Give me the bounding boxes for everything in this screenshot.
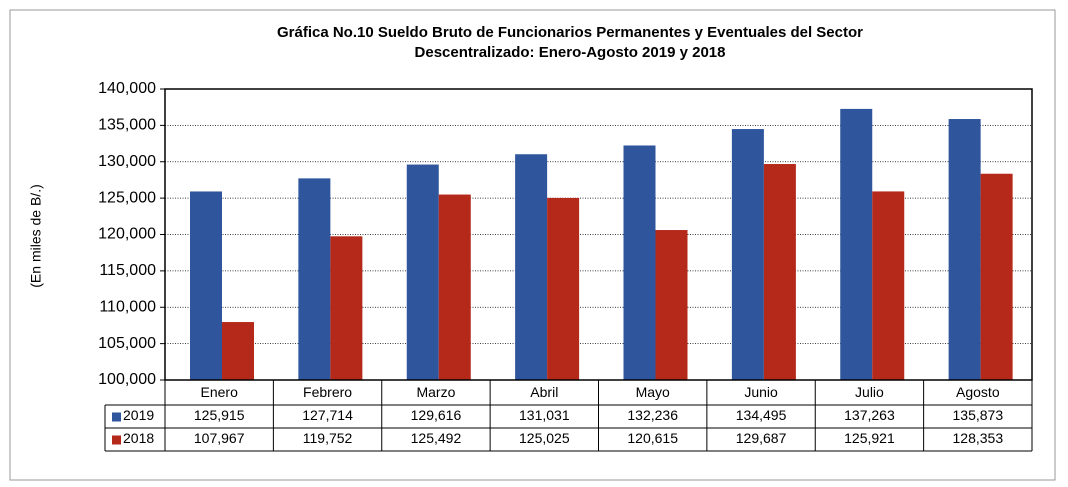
bar [980, 173, 1013, 380]
y-tick-label: 120,000 [98, 226, 156, 243]
x-tick-label: Marzo [416, 384, 455, 400]
chart-title: Gráfica No.10 Sueldo Bruto de Funcionari… [277, 24, 863, 41]
bar [623, 145, 656, 380]
legend-swatch [112, 412, 121, 422]
bar [763, 164, 796, 380]
bar [655, 230, 688, 380]
table-cell: 129,687 [736, 430, 787, 446]
table-cell: 134,495 [736, 407, 787, 423]
bar [298, 178, 331, 380]
table-cell: 119,752 [303, 430, 353, 446]
bar [948, 119, 981, 380]
table-cell: 125,921 [844, 430, 895, 446]
y-tick-label: 125,000 [98, 189, 156, 206]
x-tick-label: Junio [744, 384, 778, 400]
table-cell: 127,714 [302, 407, 353, 423]
bar [547, 197, 580, 380]
y-tick-label: 100,000 [98, 371, 156, 388]
y-tick-label: 110,000 [99, 298, 156, 315]
table-cell: 137,263 [844, 407, 895, 423]
y-tick-label: 135,000 [98, 117, 156, 134]
y-tick-label: 130,000 [98, 153, 156, 170]
y-tick-label: 115,000 [99, 262, 156, 279]
y-tick-label: 140,000 [98, 80, 156, 97]
legend-swatch [112, 435, 121, 445]
table-cell: 120,615 [627, 430, 678, 446]
y-tick-label: 105,000 [98, 335, 156, 352]
bar [190, 191, 222, 380]
bar [515, 154, 548, 380]
x-tick-label: Mayo [636, 384, 670, 400]
table-cell: 132,236 [627, 407, 678, 423]
bar [840, 108, 873, 380]
x-tick-label: Agosto [956, 384, 1000, 400]
bar [872, 191, 905, 380]
table-cell: 131,031 [519, 407, 570, 423]
table-cell: 107,967 [194, 430, 245, 446]
legend-label: 2019 [123, 407, 154, 423]
bar [731, 129, 764, 380]
x-tick-label: Abril [530, 384, 558, 400]
table-cell: 129,616 [411, 407, 462, 423]
bar [438, 194, 471, 380]
legend-label: 2018 [123, 430, 154, 446]
bar [406, 164, 439, 380]
table-cell: 125,492 [411, 430, 462, 446]
x-tick-label: Julio [855, 384, 884, 400]
table-cell: 125,915 [194, 407, 245, 423]
chart-title: Descentralizado: Enero-Agosto 2019 y 201… [415, 44, 726, 61]
y-axis-label: (En miles de B/.) [28, 184, 44, 287]
bar [330, 236, 363, 380]
x-tick-label: Febrero [303, 384, 352, 400]
bar [222, 322, 254, 380]
x-tick-label: Enero [201, 384, 239, 400]
table-cell: 125,025 [519, 430, 570, 446]
table-cell: 128,353 [953, 430, 1004, 446]
table-cell: 135,873 [953, 407, 1004, 423]
